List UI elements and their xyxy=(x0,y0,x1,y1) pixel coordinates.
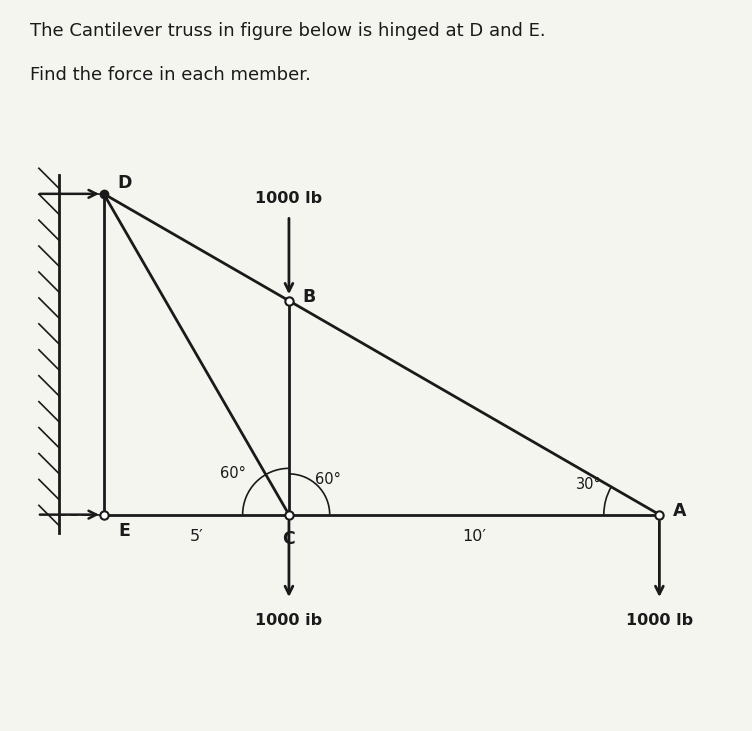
Text: C: C xyxy=(283,530,296,548)
Text: 1000 ib: 1000 ib xyxy=(256,613,323,628)
Text: 30°: 30° xyxy=(576,477,602,493)
Text: 10′: 10′ xyxy=(462,529,486,545)
Text: The Cantilever truss in figure below is hinged at D and E.: The Cantilever truss in figure below is … xyxy=(30,22,546,40)
Text: 60°: 60° xyxy=(315,471,341,487)
Text: D: D xyxy=(117,174,132,192)
Text: 1000 lb: 1000 lb xyxy=(256,192,323,206)
Text: A: A xyxy=(673,502,687,520)
Text: E: E xyxy=(118,523,130,540)
Text: 60°: 60° xyxy=(220,466,247,481)
Text: B: B xyxy=(303,288,316,306)
Text: 5′: 5′ xyxy=(190,529,203,545)
Text: Find the force in each member.: Find the force in each member. xyxy=(30,66,311,84)
Text: 1000 lb: 1000 lb xyxy=(626,613,693,628)
